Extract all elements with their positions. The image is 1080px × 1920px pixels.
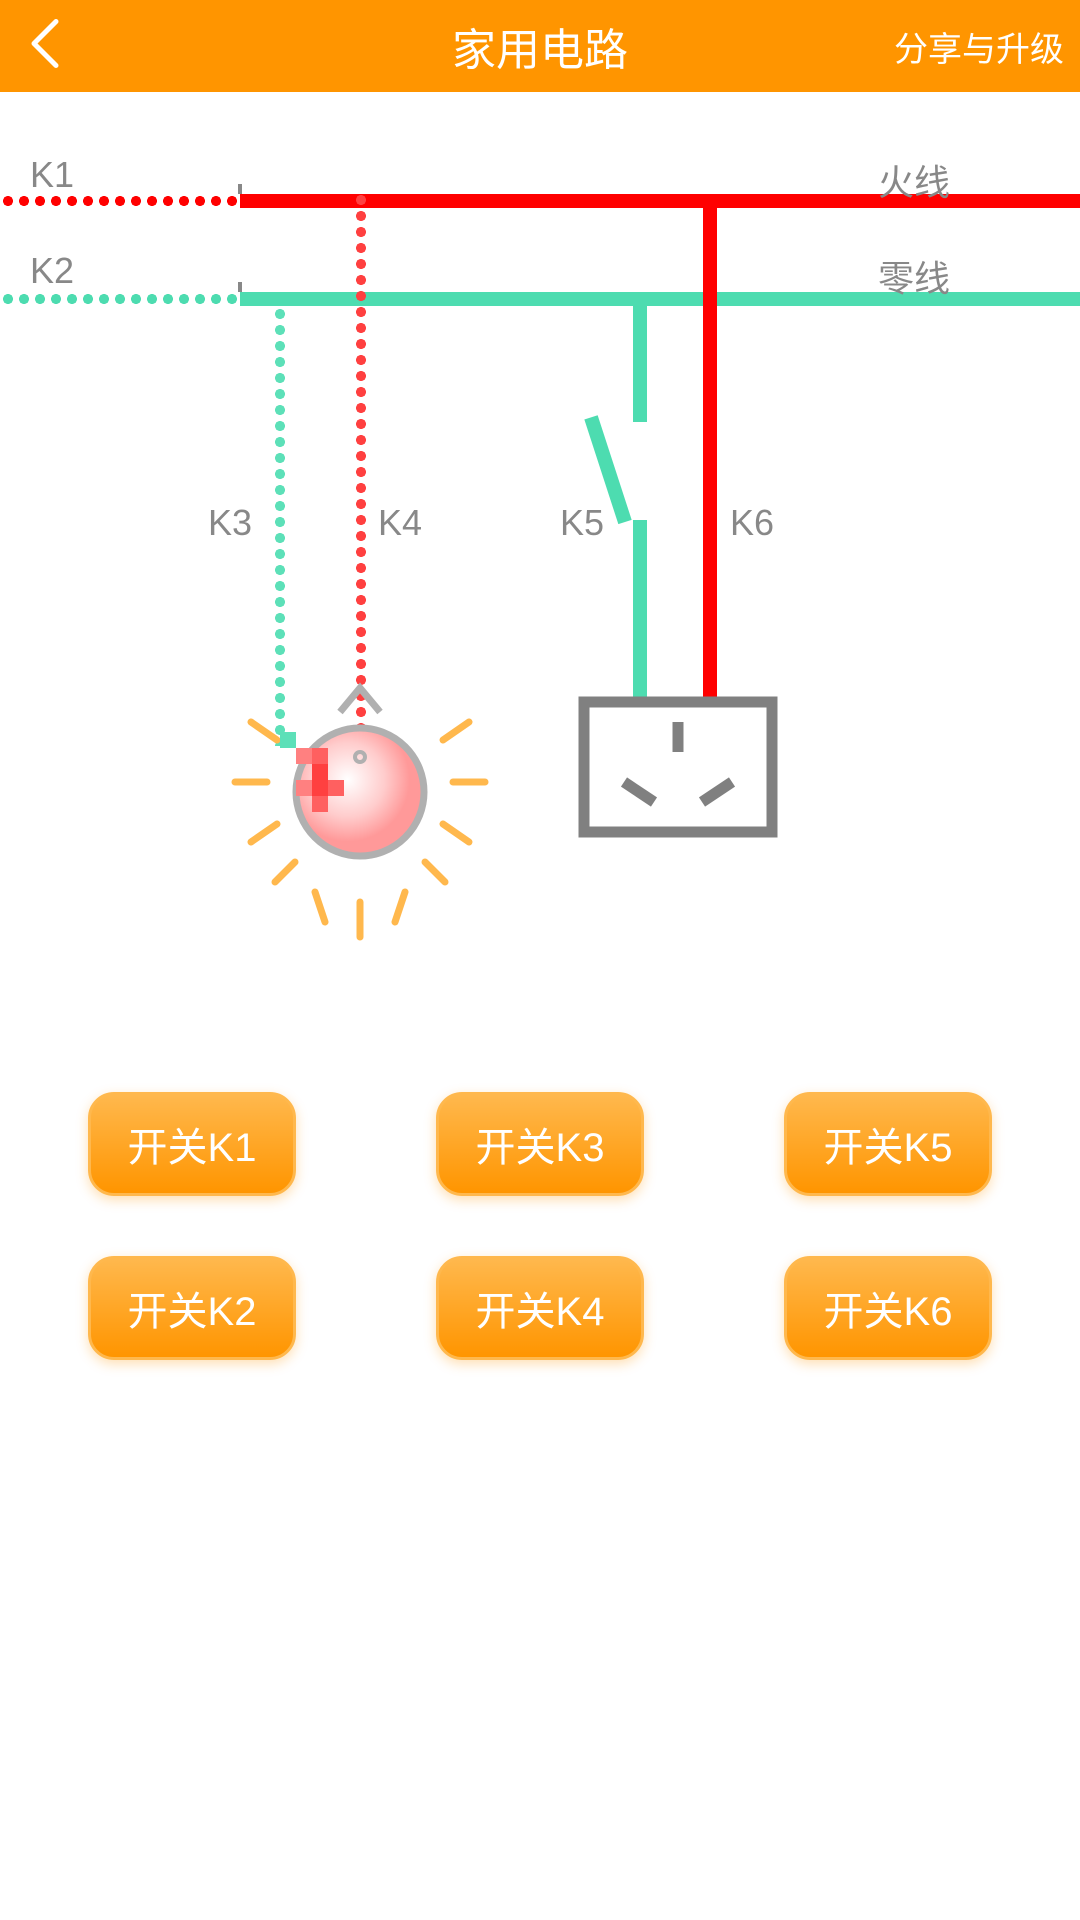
label-k6: K6 xyxy=(730,502,774,544)
k5-wire-top xyxy=(633,306,647,422)
header: 家用电路 分享与升级 xyxy=(0,0,1080,92)
bulb-pixel-overlay xyxy=(280,732,350,812)
switch-k4-button[interactable]: 开关K4 xyxy=(436,1256,644,1360)
switch-row-2: 开关K2 开关K4 开关K6 xyxy=(0,1256,1080,1360)
switch-k3-button[interactable]: 开关K3 xyxy=(436,1092,644,1196)
switch-k6-button[interactable]: 开关K6 xyxy=(784,1256,992,1360)
label-neutral-wire: 零线 xyxy=(878,250,950,302)
circuit-diagram: K1 K2 火线 零线 K3 K4 K5 K6 xyxy=(0,132,1080,1032)
switch-k5-button[interactable]: 开关K5 xyxy=(784,1092,992,1196)
label-k5: K5 xyxy=(560,502,604,544)
label-k2: K2 xyxy=(30,250,74,292)
neutral-wire-left-dotted xyxy=(0,292,244,306)
label-k1: K1 xyxy=(30,154,74,196)
label-k4: K4 xyxy=(378,502,422,544)
k2-tick xyxy=(238,282,242,292)
label-k3: K3 xyxy=(208,502,252,544)
share-upgrade-link[interactable]: 分享与升级 xyxy=(894,22,1064,71)
back-icon[interactable] xyxy=(28,18,60,75)
switch-k1-button[interactable]: 开关K1 xyxy=(88,1092,296,1196)
label-live-wire: 火线 xyxy=(878,154,950,206)
switch-k2-button[interactable]: 开关K2 xyxy=(88,1256,296,1360)
outlet-icon xyxy=(578,696,778,846)
switch-row-1: 开关K1 开关K3 开关K5 xyxy=(0,1092,1080,1196)
k1-tick xyxy=(238,184,242,194)
live-wire-left-dotted xyxy=(0,194,244,208)
